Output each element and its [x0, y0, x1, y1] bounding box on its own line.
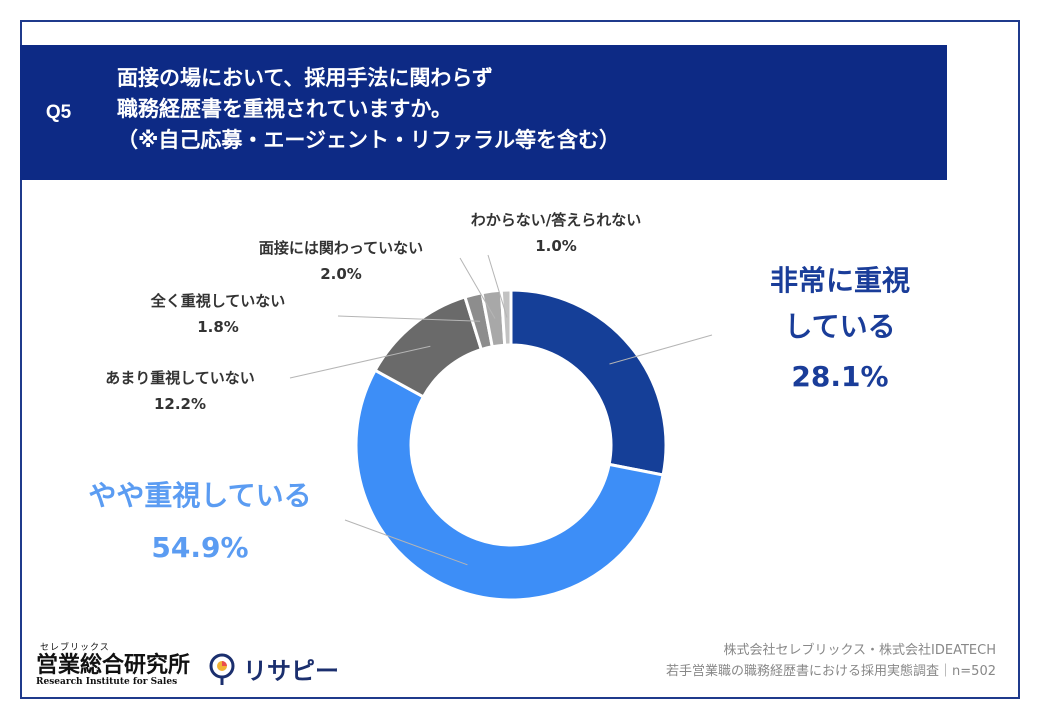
label-not-involved: 面接には関わっていない [259, 239, 423, 257]
question-number: Q5 [20, 45, 97, 180]
credit-line-1: 株式会社セレブリックス・株式会社IDEATECH [723, 643, 996, 658]
value-label-not-at-all: 1.8% [197, 318, 239, 336]
value-label-somewhat: 54.9% [151, 531, 248, 564]
leader-line-somewhat [344, 519, 468, 566]
label-somewhat: やや重視している [88, 479, 311, 512]
leader-line-unknown [487, 254, 508, 318]
source-credit: 株式会社セレブリックス・株式会社IDEATECH 若手営業職の職務経歴書における… [666, 640, 996, 682]
value-label-unknown: 1.0% [535, 237, 577, 255]
leader-line-very [609, 334, 713, 365]
slice-somewhat [354, 368, 665, 602]
value-label-not-much: 12.2% [154, 395, 206, 413]
title-line-1: 面接の場において、採用手法に関わらず [117, 66, 493, 90]
credit-line-2: 若手営業職の職務経歴書における採用実態調査｜n=502 [666, 664, 996, 679]
logo-en-text: Research Institute for Sales [36, 677, 178, 687]
risapi-text: リサピー [243, 657, 339, 685]
pin-icon [209, 653, 235, 685]
title-line-2: 職務経歴書を重視されていますか。 [117, 97, 452, 121]
slice-unknown [499, 288, 513, 347]
label-not-at-all: 全く重視していない [150, 292, 286, 310]
leader-line-not-at-all [337, 315, 481, 322]
label-unknown: わからない/答えられない [471, 211, 641, 229]
value-label-not-involved: 2.0% [320, 265, 362, 283]
label-very-line-2: している [784, 310, 895, 343]
logo-main-text: 営業総合研究所 [36, 652, 191, 678]
value-label-very: 28.1% [791, 360, 888, 393]
label-very-line-1: 非常に重視 [770, 264, 910, 297]
logo-small-text: セレブリックス [40, 643, 110, 653]
label-not-much: あまり重視していない [105, 369, 255, 387]
question-title: 面接の場において、採用手法に関わらず 職務経歴書を重視されていますか。 （※自己… [86, 45, 947, 180]
celebrix-logo: セレブリックス 営業総合研究所 Research Institute for S… [36, 640, 190, 687]
title-line-3: （※自己応募・エージェント・リファラル等を含む） [117, 128, 620, 152]
leader-line-not-involved [459, 257, 496, 319]
leader-line-not-much [289, 345, 431, 379]
slice-very [509, 288, 668, 477]
risapi-logo: リサピー [207, 651, 339, 686]
